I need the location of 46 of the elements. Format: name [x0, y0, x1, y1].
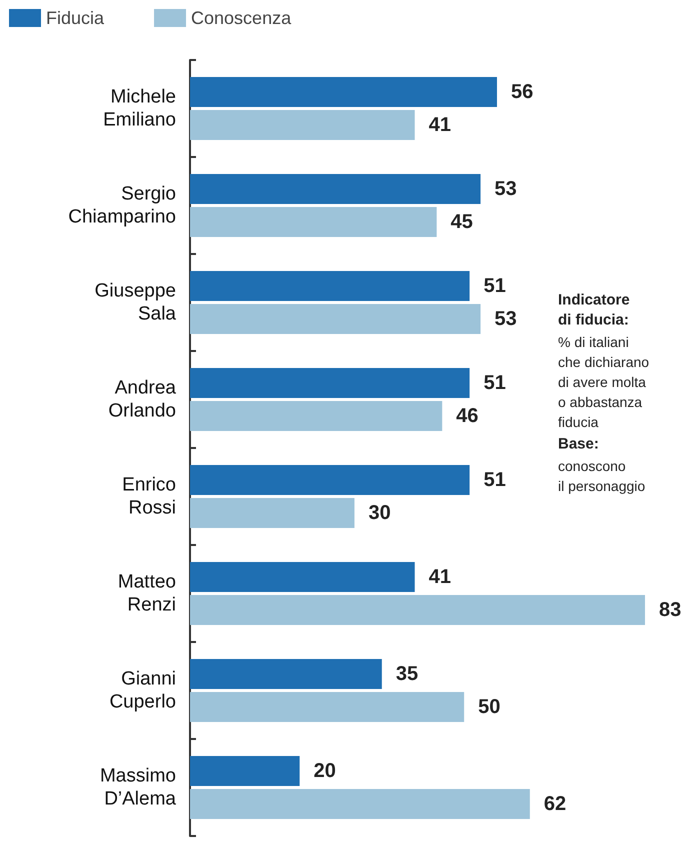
y-tick-label: Massimo D’Alema — [100, 766, 176, 810]
y-tick-label: Giuseppe Sala — [94, 280, 176, 324]
bar — [190, 789, 530, 819]
y-tick-label: Andrea Orlando — [108, 378, 176, 422]
data-label: 83 — [659, 599, 682, 621]
y-tick-label: Michele Emiliano — [103, 86, 176, 130]
bar — [190, 174, 481, 204]
data-label: 51 — [484, 372, 506, 394]
bar — [190, 401, 442, 431]
y-tick-label: Sergio Chiamparino — [68, 184, 176, 228]
bar — [190, 659, 382, 689]
bar — [190, 368, 470, 398]
data-label: 51 — [484, 275, 506, 297]
legend-label: Conoscenza — [191, 8, 292, 28]
y-tick-label: Gianni Cuperlo — [109, 668, 176, 712]
data-label: 20 — [314, 760, 336, 782]
annotation: conoscono il personaggio — [558, 458, 646, 494]
data-label: 41 — [428, 566, 452, 588]
data-label: 53 — [494, 178, 517, 200]
bar — [190, 692, 464, 722]
data-label: 46 — [456, 405, 478, 427]
annotation: % di italiani che dichiarano di avere molta o abbastanza fiducia — [558, 334, 650, 430]
y-tick-label: Matteo Renzi — [118, 572, 176, 616]
data-label: 51 — [484, 469, 506, 491]
data-label: 30 — [368, 502, 391, 524]
data-label: 45 — [450, 211, 473, 233]
bar — [190, 756, 300, 786]
data-label: 50 — [478, 696, 500, 718]
legend-label: Fiducia — [46, 8, 106, 28]
bar — [190, 498, 354, 528]
bar — [190, 110, 415, 140]
data-label: 35 — [396, 663, 418, 685]
bar — [190, 271, 470, 301]
bar — [190, 304, 481, 334]
bar — [190, 465, 470, 495]
data-label: 41 — [428, 114, 452, 136]
annotation: Indicatore di fiducia: — [558, 292, 630, 328]
bar — [190, 562, 415, 592]
bar — [190, 77, 497, 107]
data-label: 62 — [544, 793, 566, 815]
bar — [190, 207, 437, 237]
y-tick-label: Enrico Rossi — [122, 474, 176, 518]
data-label: 53 — [494, 308, 517, 330]
data-label: 56 — [510, 81, 534, 103]
bar — [190, 595, 645, 625]
annotation: Base: — [558, 436, 599, 452]
